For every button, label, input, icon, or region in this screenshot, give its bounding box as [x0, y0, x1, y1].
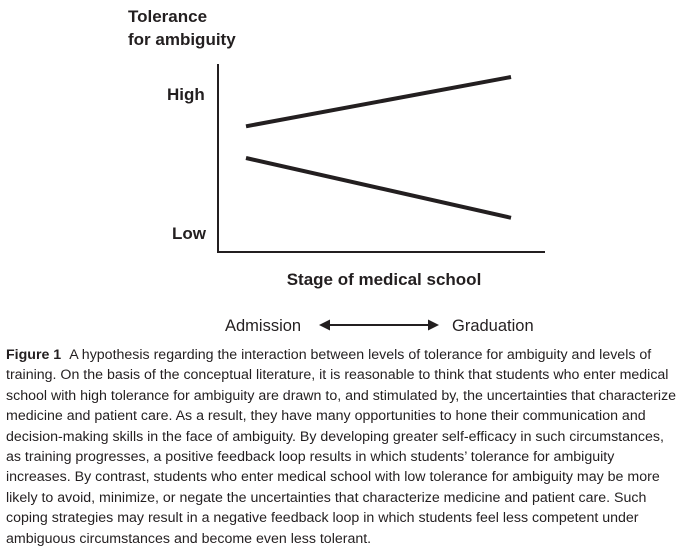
caption-text: A hypothesis regarding the interaction b…: [6, 347, 677, 547]
series-line-1: [245, 75, 512, 129]
stage-label-graduation: Graduation: [452, 317, 534, 335]
stage-label-admission: Admission: [225, 317, 301, 335]
chart: Tolerance for ambiguity High Low Stage o…: [128, 7, 545, 335]
series-line-2: [245, 156, 512, 220]
y-axis-label-line1: Tolerance: [128, 7, 207, 26]
y-tick-high: High: [167, 85, 205, 104]
y-axis-label-line2: for ambiguity: [128, 30, 236, 49]
y-tick-low: Low: [172, 224, 207, 243]
double-arrow-icon: [319, 319, 439, 331]
series-group: [245, 75, 512, 220]
x-axis-label: Stage of medical school: [287, 270, 482, 289]
figure-label: Figure 1: [6, 347, 62, 363]
